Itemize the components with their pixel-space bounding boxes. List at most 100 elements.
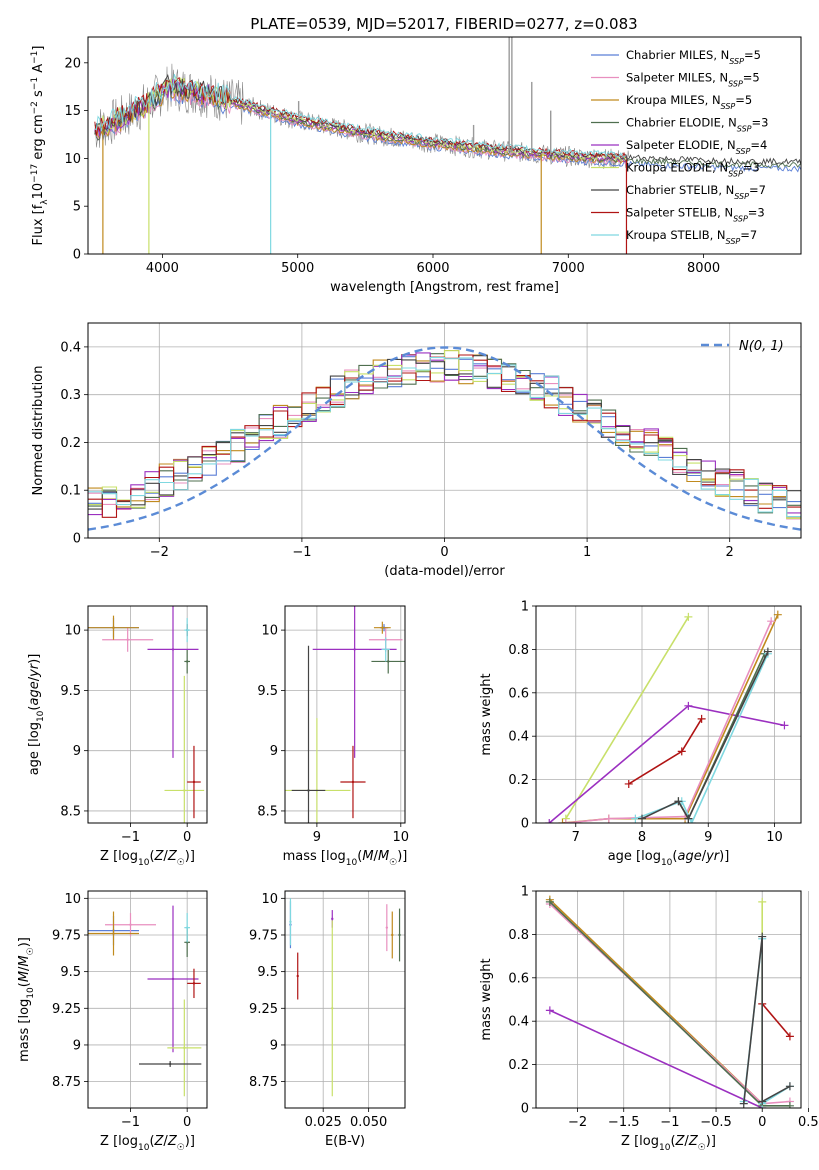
y-tick-label: 9 xyxy=(73,744,81,759)
x-tick-label: 9 xyxy=(313,830,321,845)
x-axis-label: wavelength [Angstrom, rest frame] xyxy=(330,280,559,295)
data-point-marker xyxy=(758,897,767,906)
data-point-marker xyxy=(785,1101,794,1108)
x-tick-label: 8 xyxy=(638,830,646,845)
data-point-marker xyxy=(561,819,570,823)
x-tick-label: 5000 xyxy=(281,261,314,276)
x-tick-label: 6000 xyxy=(416,261,449,276)
axes-frame xyxy=(535,890,802,1109)
x-axis-label: Z [log10(Z/Z☉)] xyxy=(621,1134,716,1153)
axes-frame xyxy=(87,605,208,824)
mass-vs-metallicity-panel: −1 0 8.75 9 9.25 9.5 9.75 10 Z [log10(Z/Z☉)] mass… xyxy=(17,890,208,1153)
x-axis-label: Z [log10(Z/Z☉)] xyxy=(100,849,195,868)
y-tick-label: 0.3 xyxy=(60,388,81,403)
mass-weight-line xyxy=(565,620,772,823)
y-tick-label: 10 xyxy=(261,892,278,907)
plot-area xyxy=(545,895,794,1108)
mass-weight-vs-metallicity-panel: −2 −1.5 −1 −0.5 0 0.5 0 0.2 0.4 0.6 0.8 1 Z [log10(Z… xyxy=(479,885,819,1154)
y-tick-label: 9.75 xyxy=(249,928,278,943)
data-point-marker xyxy=(739,1099,748,1108)
plot-area xyxy=(545,610,789,823)
mass-weight-line xyxy=(641,651,769,821)
x-tick-label: −1.5 xyxy=(608,1115,640,1130)
legend-entry: Salpeter MILES, NSSP=5 xyxy=(626,71,760,89)
data-point xyxy=(398,933,401,937)
y-tick-label: 0 xyxy=(73,248,81,263)
data-point-marker xyxy=(558,819,567,823)
mass-weight-vs-age-panel: 7 8 9 10 0 0.2 0.4 0.6 0.8 1 age [log10(age/yr)] ma… xyxy=(479,600,802,868)
plot-area xyxy=(88,606,205,823)
y-tick-label: 10 xyxy=(261,624,278,639)
y-axis-label: age [log10(age/yr)] xyxy=(27,654,46,776)
data-point-marker xyxy=(545,819,554,823)
y-tick-label: 0.6 xyxy=(508,686,529,701)
y-tick-label: 0.2 xyxy=(60,436,81,451)
data-point xyxy=(351,780,355,784)
y-tick-label: 8.5 xyxy=(257,804,278,819)
x-tick-label: 0 xyxy=(758,1115,766,1130)
legend-entry: Chabrier ELODIE, NSSP=3 xyxy=(626,116,768,134)
legend-entry: Chabrier STELIB, NSSP=7 xyxy=(626,183,766,201)
mass-weight-line xyxy=(628,718,703,785)
y-tick-label: 0.4 xyxy=(508,730,529,745)
x-tick-label: 1 xyxy=(583,545,591,560)
x-axis-label: mass [log10(M/M☉)] xyxy=(283,849,408,868)
y-tick-label: 0.4 xyxy=(508,1015,529,1030)
data-point-marker xyxy=(624,779,633,788)
data-point xyxy=(353,648,356,651)
axes-frame xyxy=(87,322,802,539)
axes-frame xyxy=(535,605,802,824)
y-axis-label: Flux [fλ10−17 erg cm−2 s−1 A−1] xyxy=(30,46,50,246)
data-point xyxy=(171,977,175,981)
mass-weight-line xyxy=(549,1009,763,1108)
x-axis-label: E(B-V) xyxy=(325,1134,365,1149)
legend-entry: N(0, 1) xyxy=(739,339,784,354)
mass-vs-reddening-panel: 0.025 0.050 8.75 9 9.25 9.5 9.75 10 E(B-V) xyxy=(249,890,406,1149)
y-tick-label: 9.5 xyxy=(60,965,81,980)
figure-title: PLATE=0539, MJD=52017, FIBERID=0277, z=0… xyxy=(250,15,637,33)
x-axis-label: age [log10(age/yr)] xyxy=(608,849,730,868)
x-tick-label: −1 xyxy=(121,1115,140,1130)
y-tick-label: 0.2 xyxy=(508,773,529,788)
data-point xyxy=(331,917,334,921)
y-tick-label: 9.25 xyxy=(249,1002,278,1017)
data-point xyxy=(126,638,129,641)
data-point xyxy=(185,926,189,929)
residual-histogram-panel: −2 −1 0 1 2 0 0.1 0.2 0.3 0.4 (data-model)/error No… xyxy=(31,322,802,579)
y-tick-label: 0 xyxy=(521,817,529,832)
y-tick-label: 8.5 xyxy=(60,804,81,819)
y-tick-label: 9 xyxy=(270,1038,278,1053)
y-tick-label: 10 xyxy=(64,152,81,167)
data-point xyxy=(331,1007,334,1010)
y-tick-label: 20 xyxy=(64,56,81,71)
y-tick-label: 0.8 xyxy=(508,643,529,658)
data-point xyxy=(129,923,132,926)
residual-histogram-step xyxy=(88,357,801,518)
y-tick-label: 8.75 xyxy=(52,1075,81,1090)
data-point xyxy=(289,920,292,923)
data-point-marker xyxy=(763,647,772,656)
y-tick-label: 9.75 xyxy=(52,928,81,943)
x-tick-label: 0 xyxy=(440,545,448,560)
data-point-marker xyxy=(684,612,693,621)
y-tick-label: 1 xyxy=(521,885,529,900)
y-tick-label: 0.2 xyxy=(508,1058,529,1073)
data-point xyxy=(185,660,189,663)
x-tick-label: −0.5 xyxy=(700,1115,732,1130)
y-tick-label: 10 xyxy=(64,624,81,639)
mass-weight-line xyxy=(565,616,690,820)
y-tick-label: 0.8 xyxy=(508,928,529,943)
y-tick-label: 15 xyxy=(64,104,81,119)
y-tick-label: 0.4 xyxy=(60,340,81,355)
x-tick-label: 9 xyxy=(704,830,712,845)
x-tick-label: 8000 xyxy=(687,261,720,276)
data-point xyxy=(296,974,299,978)
data-point-marker xyxy=(697,714,706,723)
data-point-marker xyxy=(677,747,686,756)
y-axis-label: mass weight xyxy=(479,958,494,1040)
data-point xyxy=(168,1062,172,1066)
data-point-marker xyxy=(638,814,646,823)
axes-frame xyxy=(87,890,208,1109)
x-tick-label: 4000 xyxy=(146,261,179,276)
